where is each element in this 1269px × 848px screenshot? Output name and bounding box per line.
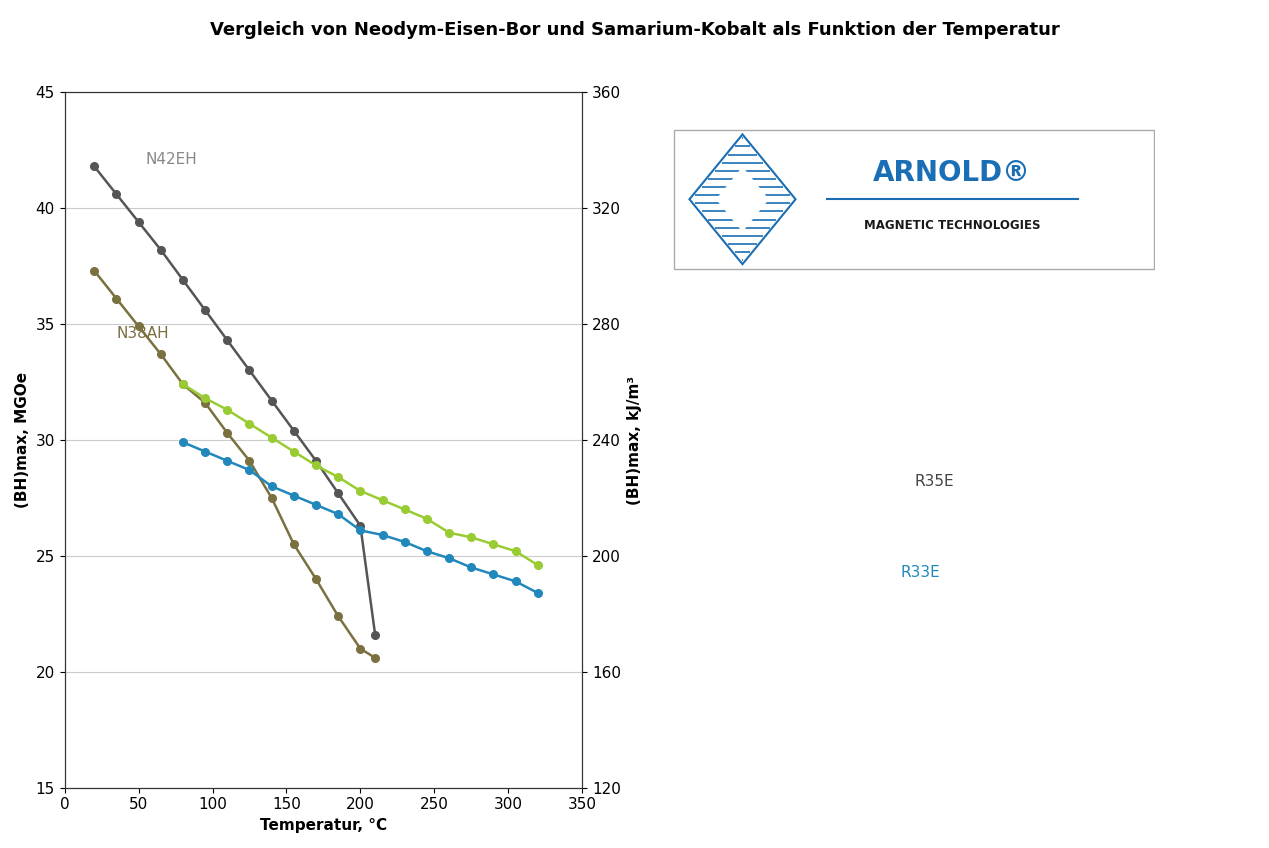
Y-axis label: (BH)max, kJ/m³: (BH)max, kJ/m³ [627, 376, 642, 505]
Text: ARNOLD®: ARNOLD® [873, 159, 1032, 187]
Text: MAGNETIC TECHNOLOGIES: MAGNETIC TECHNOLOGIES [864, 220, 1041, 232]
Y-axis label: (BH)max, MGOe: (BH)max, MGOe [15, 372, 30, 508]
Polygon shape [689, 134, 796, 265]
FancyBboxPatch shape [674, 130, 1154, 269]
Text: Vergleich von Neodym-Eisen-Bor und Samarium-Kobalt als Funktion der Temperatur: Vergleich von Neodym-Eisen-Bor und Samar… [209, 21, 1060, 39]
Text: N38AH: N38AH [117, 326, 169, 341]
Text: R33E: R33E [900, 565, 940, 579]
X-axis label: Temperatur, °C: Temperatur, °C [260, 818, 387, 833]
Text: R35E: R35E [915, 474, 954, 489]
Text: N42EH: N42EH [146, 152, 198, 167]
Polygon shape [716, 166, 769, 232]
